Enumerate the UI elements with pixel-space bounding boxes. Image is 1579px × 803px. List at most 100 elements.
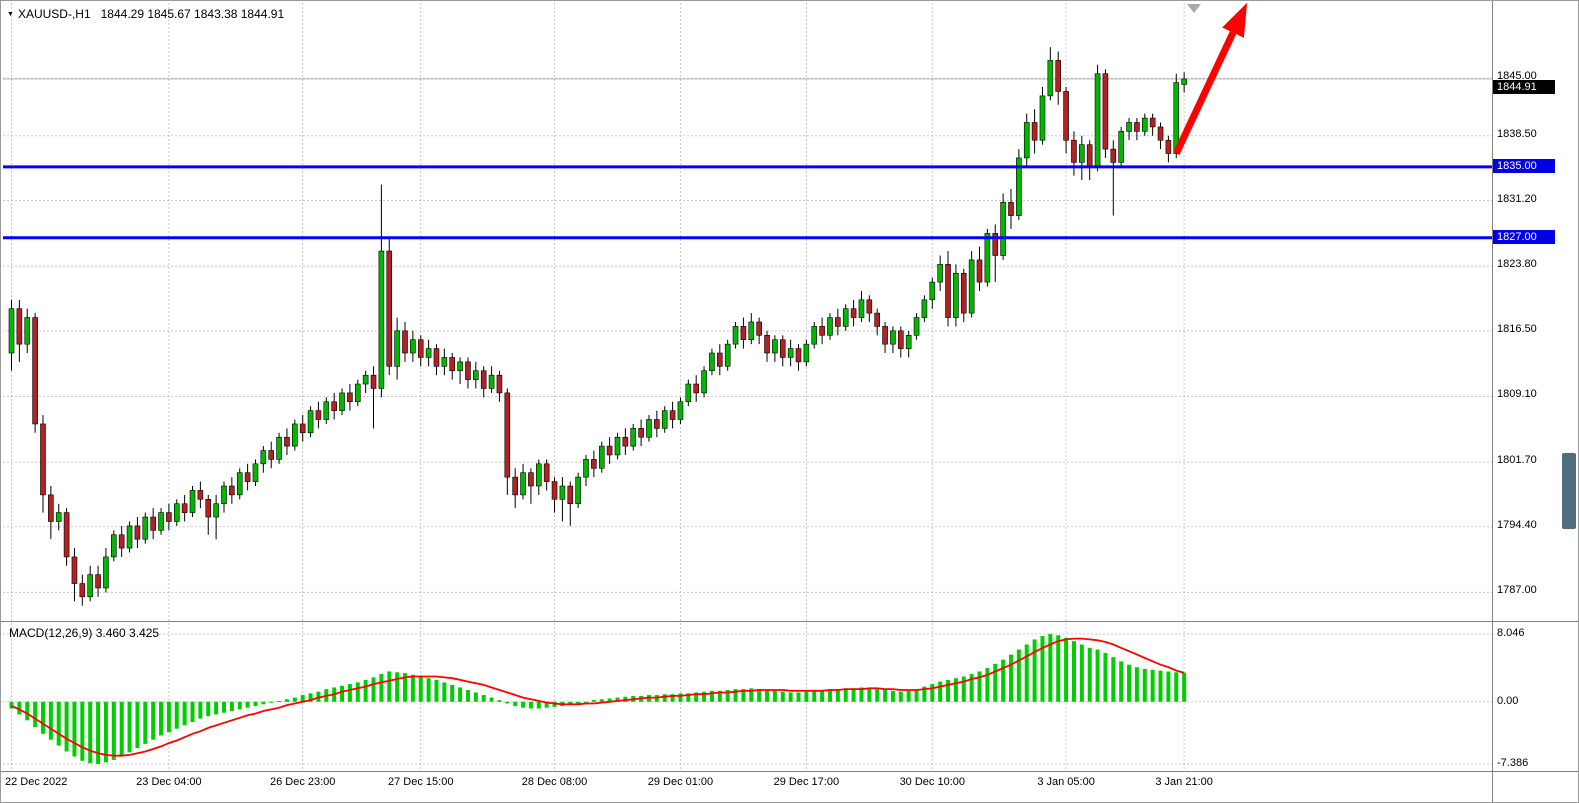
macd-histogram-bar [261, 701, 266, 705]
candle-body [331, 401, 337, 411]
candle-body [480, 370, 487, 389]
candle-body [1086, 144, 1093, 168]
macd-histogram-bar [820, 689, 825, 702]
candle-body [1181, 78, 1187, 85]
macd-histogram-bar [804, 691, 809, 702]
macd-histogram-bar [237, 701, 242, 710]
current-price-tag: 1844.91 [1493, 79, 1555, 94]
macd-histogram-bar [119, 701, 124, 757]
macd-histogram-bar [851, 688, 856, 702]
candle-body [394, 330, 400, 367]
macd-histogram-bar [946, 679, 951, 702]
resistance-level-tag: 1835.00 [1493, 158, 1555, 173]
macd-histogram-bar [40, 701, 45, 734]
candle-body [307, 410, 314, 434]
candle-body [866, 299, 873, 314]
candle-body [850, 308, 857, 318]
macd-histogram-bar [505, 701, 510, 704]
macd-histogram-bar [780, 691, 785, 702]
candle-body [213, 503, 219, 518]
time-axis-label: 29 Dec 17:00 [773, 776, 840, 788]
candle-body [1126, 122, 1132, 132]
macd-histogram-bar [426, 678, 431, 702]
candle-body [811, 326, 818, 345]
candle-body [921, 299, 928, 318]
candle-body [158, 512, 164, 531]
candle-body [1039, 95, 1046, 141]
candle-body [638, 428, 644, 438]
candle-body [992, 233, 999, 256]
macd-histogram-bar [914, 689, 919, 702]
candle-body [898, 330, 904, 349]
candle-body [1008, 201, 1014, 216]
candle-body [606, 445, 613, 456]
candle-body [654, 419, 660, 429]
candle-body [803, 343, 810, 363]
support-level-tag: 1827.00 [1493, 229, 1555, 244]
candle-body [126, 525, 133, 549]
macd-histogram-bar [536, 701, 541, 709]
macd-histogram-bar [56, 701, 61, 746]
macd-histogram-bar [418, 676, 423, 702]
macd-histogram-bar [1001, 659, 1006, 702]
macd-histogram-bar [88, 701, 93, 764]
candle-body [945, 264, 951, 318]
macd-histogram-bar [670, 694, 675, 702]
macd-histogram-bar [985, 668, 990, 702]
macd-histogram-bar [300, 695, 305, 702]
candle-body [614, 436, 621, 456]
macd-histogram-bar [458, 687, 463, 702]
macd-histogram-bar [961, 676, 966, 702]
macd-histogram-bar [489, 697, 494, 702]
candle-body [488, 374, 495, 389]
candle-body [787, 348, 794, 358]
macd-histogram-bar [387, 671, 392, 702]
macd-histogram-bar [1142, 668, 1147, 702]
macd-histogram-bar [190, 701, 195, 722]
macd-histogram-bar [1071, 641, 1076, 702]
macd-histogram-bar [1056, 635, 1061, 702]
candle-body [1016, 157, 1022, 216]
chart-shift-marker-icon[interactable] [1187, 4, 1201, 13]
candle-body [827, 317, 833, 336]
candle-body [1000, 201, 1006, 256]
macd-histogram-bar [749, 688, 754, 702]
candle-body [1102, 73, 1109, 150]
macd-histogram-bar [72, 701, 77, 757]
candle-body [425, 348, 432, 358]
candle-body [835, 317, 841, 327]
macd-histogram-bar [938, 681, 943, 702]
candle-body [591, 459, 597, 469]
candle-body [716, 352, 723, 367]
candle-body [111, 534, 117, 558]
macd-histogram-bar [741, 689, 746, 702]
candle-body [347, 392, 353, 403]
candle-body [299, 423, 306, 434]
trend-arrow-shaft[interactable] [1173, 31, 1237, 156]
macd-histogram-bar [772, 690, 777, 702]
time-axis-label: 30 Dec 10:00 [899, 776, 965, 788]
candle-body [386, 250, 393, 367]
macd-histogram-bar [206, 701, 211, 717]
candle-body [205, 499, 212, 518]
macd-histogram-bar [1103, 652, 1108, 702]
candle-body [292, 423, 298, 447]
macd-histogram-bar [615, 697, 620, 702]
candle-body [150, 516, 156, 531]
macd-histogram-bar [835, 689, 840, 702]
candle-body [575, 476, 581, 505]
macd-histogram-bar [1095, 649, 1100, 702]
candle-body [276, 436, 282, 460]
candle-body [268, 450, 275, 460]
scrollbar-thumb[interactable] [1562, 453, 1576, 529]
candle-body [1149, 117, 1156, 128]
candle-body [1141, 117, 1148, 132]
candle-body [937, 264, 943, 283]
macd-indicator-label: MACD(12,26,9) 3.460 3.425 [9, 626, 160, 640]
trend-arrow-head[interactable] [1222, 2, 1248, 38]
candle-body [543, 463, 550, 482]
macd-histogram-bar [198, 701, 203, 719]
candle-body [709, 352, 715, 372]
macd-histogram-bar [1134, 667, 1139, 702]
